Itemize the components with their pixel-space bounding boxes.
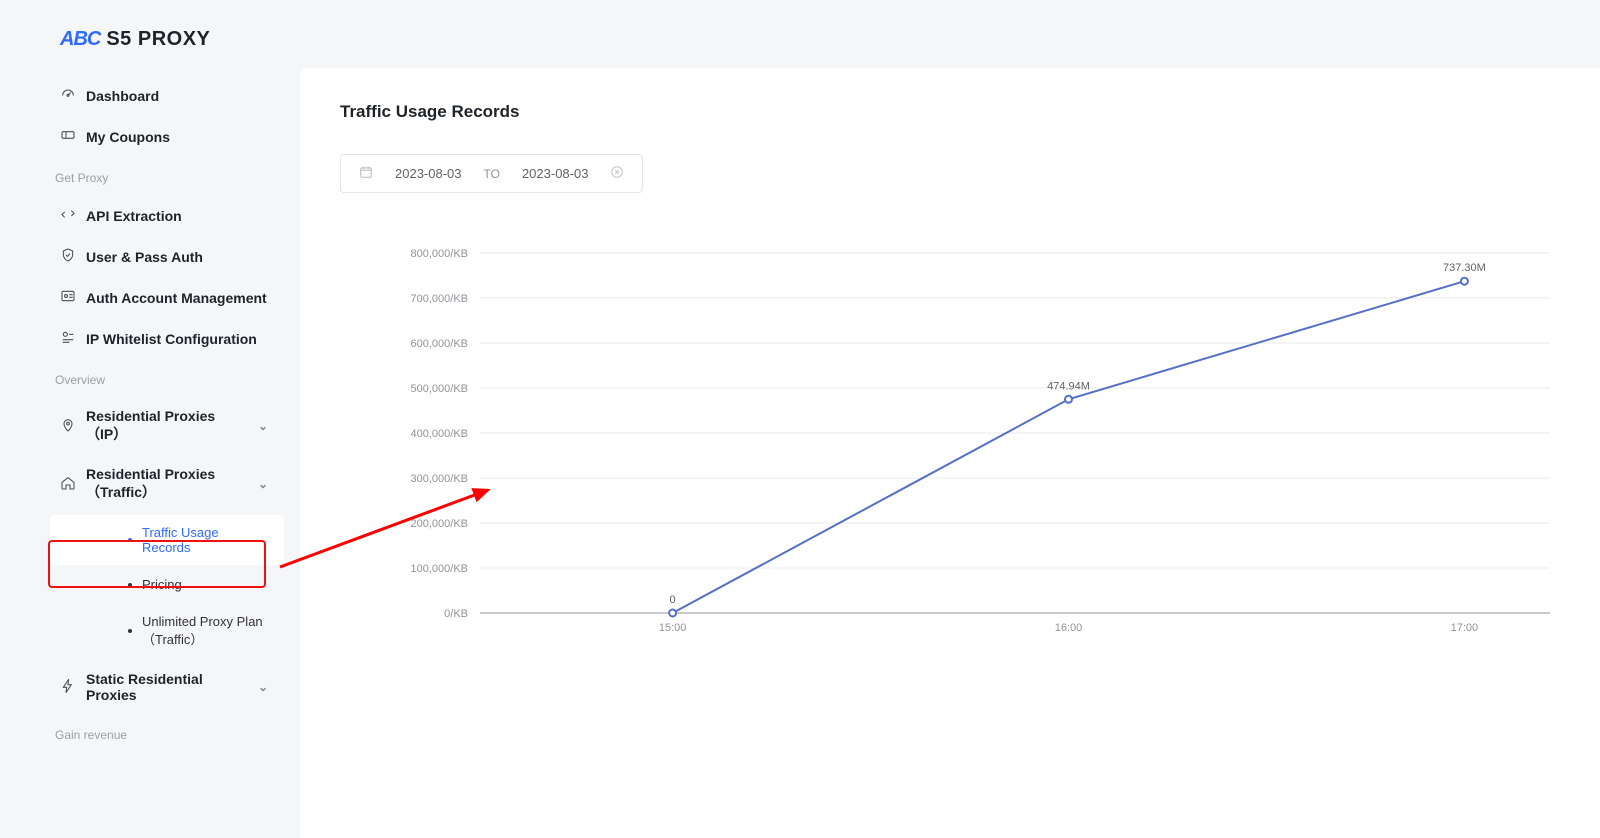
bolt-icon [60,678,76,697]
svg-text:474.94M: 474.94M [1047,380,1090,392]
id-icon [60,288,76,307]
sidebar-item-label: Residential Proxies（Traffic） [86,466,248,502]
sidebar-item-label: Residential Proxies（IP） [86,408,248,444]
sidebar-group-getproxy: Get Proxy [0,157,300,195]
pin-icon [60,417,76,436]
chevron-down-icon: ⌄ [258,477,268,491]
sidebar-item-residential-traffic[interactable]: Residential Proxies（Traffic） ⌄ [0,455,300,513]
sidebar-group-gain: Gain revenue [0,714,300,752]
calendar-icon [359,165,373,182]
sidebar-item-label: My Coupons [86,129,170,145]
bullet-icon [128,629,132,633]
sidebar-subitem-label: Unlimited Proxy Plan（Traffic） [142,614,264,648]
date-range-picker[interactable]: 2023-08-03 TO 2023-08-03 [340,154,643,193]
sidebar-item-ip-whitelist[interactable]: IP Whitelist Configuration [0,318,300,359]
svg-text:100,000/KB: 100,000/KB [411,563,469,575]
svg-text:17:00: 17:00 [1451,622,1479,634]
sidebar-item-label: Auth Account Management [86,290,267,306]
svg-text:400,000/KB: 400,000/KB [411,428,469,440]
sidebar-subitem-pricing[interactable]: Pricing [50,567,284,602]
sidebar-item-label: Dashboard [86,88,159,104]
sidebar-item-auth-account-mgmt[interactable]: Auth Account Management [0,277,300,318]
date-to: 2023-08-03 [522,166,589,181]
svg-text:16:00: 16:00 [1055,622,1083,634]
sidebar-item-residential-ip[interactable]: Residential Proxies（IP） ⌄ [0,397,300,455]
sidebar-item-user-pass-auth[interactable]: User & Pass Auth [0,236,300,277]
logo: ABC S5 PROXY [0,28,300,75]
svg-text:600,000/KB: 600,000/KB [411,338,469,350]
api-icon [60,206,76,225]
sidebar-item-label: API Extraction [86,208,182,224]
svg-text:737.30M: 737.30M [1443,262,1486,274]
bullet-icon [128,583,132,587]
logo-brand-rest: S5 PROXY [106,28,210,51]
date-separator: TO [484,167,500,181]
svg-text:700,000/KB: 700,000/KB [411,293,469,305]
logo-brand-abc: ABC [60,28,100,51]
svg-text:300,000/KB: 300,000/KB [411,473,469,485]
chevron-down-icon: ⌄ [258,419,268,433]
sidebar-subitem-label: Traffic Usage Records [142,525,264,555]
sidebar-subitem-label: Pricing [142,577,182,592]
ticket-icon [60,127,76,146]
svg-text:0/KB: 0/KB [444,608,468,620]
svg-text:500,000/KB: 500,000/KB [411,383,469,395]
sidebar-item-label: User & Pass Auth [86,249,203,265]
page-title: Traffic Usage Records [340,102,1560,122]
traffic-usage-chart: 0/KB 100,000/KB 200,000/KB 300,000/KB 400,00… [340,233,1560,653]
sidebar-item-api-extraction[interactable]: API Extraction [0,195,300,236]
home-icon [60,475,76,494]
iplist-icon [60,329,76,348]
sidebar-item-mycoupons[interactable]: My Coupons [0,116,300,157]
bullet-icon [128,538,132,542]
main-panel: Traffic Usage Records 2023-08-03 TO 2023… [300,68,1600,838]
sidebar-item-label: IP Whitelist Configuration [86,331,257,347]
sidebar-item-static-residential[interactable]: Static Residential Proxies ⌄ [0,660,300,714]
chevron-down-icon: ⌄ [258,680,268,694]
sidebar-subitem-unlimited-plan[interactable]: Unlimited Proxy Plan（Traffic） [50,604,284,658]
date-from: 2023-08-03 [395,166,462,181]
sidebar-group-overview: Overview [0,359,300,397]
sidebar: ABC S5 PROXY Dashboard My Coupons Get Pr… [0,0,300,838]
app-root: ABC S5 PROXY Dashboard My Coupons Get Pr… [0,0,1600,838]
gauge-icon [60,86,76,105]
sidebar-item-dashboard[interactable]: Dashboard [0,75,300,116]
svg-text:800,000/KB: 800,000/KB [411,248,469,260]
sidebar-subitem-traffic-usage-records[interactable]: Traffic Usage Records [50,515,284,565]
svg-text:15:00: 15:00 [659,622,687,634]
shield-icon [60,247,76,266]
chart-svg: 0/KB 100,000/KB 200,000/KB 300,000/KB 400,00… [340,233,1560,653]
svg-text:200,000/KB: 200,000/KB [411,518,469,530]
sidebar-item-label: Static Residential Proxies [86,671,248,703]
clear-icon[interactable] [610,165,624,182]
svg-text:0: 0 [670,594,676,606]
